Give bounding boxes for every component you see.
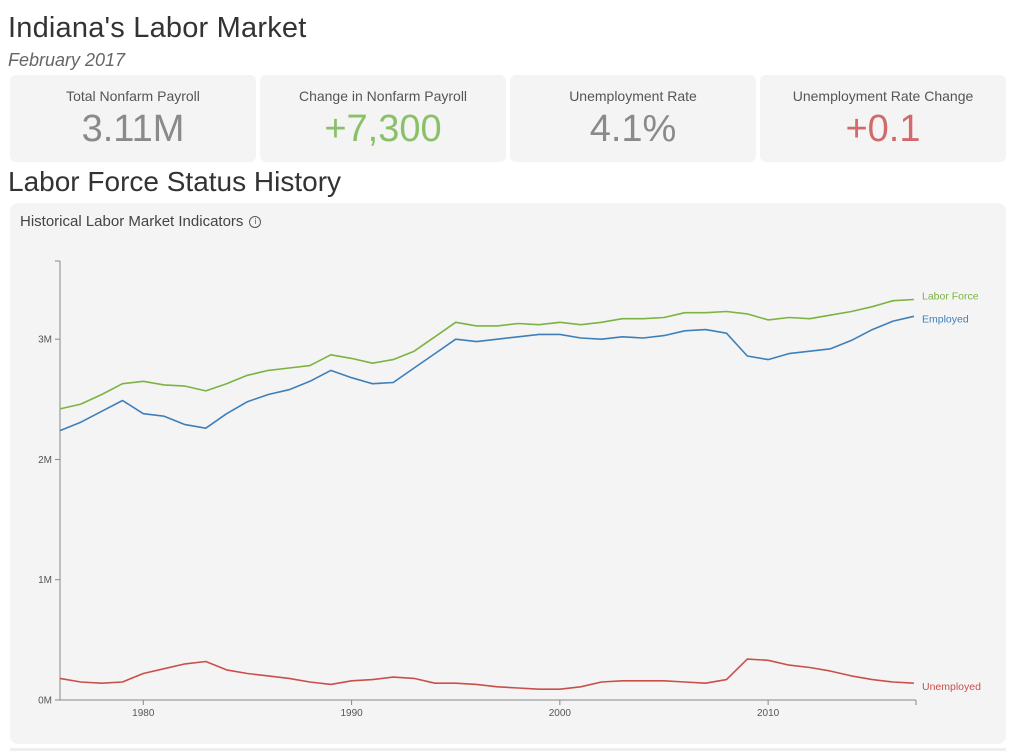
series-label-employed: Employed (922, 313, 969, 325)
x-tick-label: 1990 (340, 708, 363, 719)
y-tick-label: 1M (38, 575, 52, 586)
page-subtitle: February 2017 (8, 50, 126, 70)
series-line-employed (59, 315, 915, 432)
kpi-label: Total Nonfarm Payroll (66, 88, 200, 104)
series-label-labor-force: Labor Force (922, 290, 979, 302)
series-label-unemployed: Unemployed (922, 681, 981, 693)
info-icon[interactable]: i (249, 215, 262, 228)
x-tick-label: 2000 (549, 708, 572, 719)
kpi-label: Unemployment Rate Change (792, 88, 974, 104)
kpi-value: 4.1% (589, 108, 677, 150)
kpi-label: Unemployment Rate (569, 88, 697, 104)
y-tick-label: 3M (38, 335, 52, 346)
series-line-labor-force (59, 298, 914, 410)
page-title: Indiana's Labor Market (8, 12, 307, 44)
kpi-value: 3.11M (81, 108, 185, 150)
section-title: Labor Force Status History (8, 166, 342, 197)
kpi-label: Change in Nonfarm Payroll (298, 88, 468, 104)
y-tick-label: 0M (38, 696, 52, 707)
chart-card: Historical Labor Market Indicators i 0M 1… (10, 203, 1006, 744)
kpi-value: +0.1 (845, 108, 921, 150)
kpi-card-total-nonfarm-payroll: Total Nonfarm Payroll 3.11M (10, 75, 256, 162)
bottom-divider (10, 748, 1006, 751)
kpi-value: +7,300 (324, 108, 442, 150)
kpi-card-unemployment-rate: Unemployment Rate 4.1% (510, 75, 756, 162)
chart-heading: Historical Labor Market Indicators i (20, 213, 262, 230)
x-tick-label: 2010 (757, 708, 780, 719)
line-chart: 0M 1M 2M 3M 1980 1990 2000 2010 Labor Force Emplo… (38, 260, 981, 719)
chart-heading-text: Historical Labor Market Indicators (20, 213, 244, 230)
x-tick-label: 1980 (132, 708, 155, 719)
series-line-unemployed (59, 658, 914, 691)
kpi-card-change-in-nonfarm-payroll: Change in Nonfarm Payroll +7,300 (260, 75, 506, 162)
y-tick-label: 2M (38, 455, 52, 466)
kpi-card-unemployment-rate-change: Unemployment Rate Change +0.1 (760, 75, 1006, 162)
